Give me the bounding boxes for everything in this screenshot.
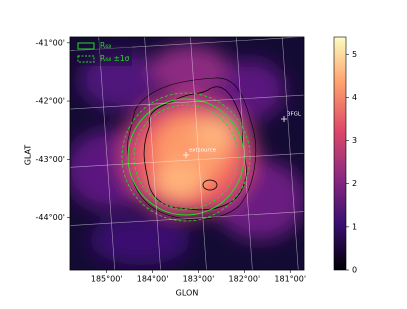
frame: [69, 36, 305, 271]
colorbar: [333, 36, 347, 271]
x-axis-label: GLON: [176, 289, 199, 298]
y-tick-label: -44°00': [36, 213, 65, 222]
source-marker: [281, 116, 287, 122]
sky-image: [70, 37, 304, 270]
x-tick-label: 182°00': [229, 275, 261, 284]
r68-band: [121, 92, 251, 222]
colorbar-tick-label: 4: [352, 93, 357, 102]
grid-line: [144, 37, 161, 270]
x-tick-label: 185°00': [91, 275, 123, 284]
contour: [202, 179, 218, 191]
contour: [127, 77, 257, 220]
grid-line: [236, 37, 253, 270]
colorbar-tick-label: 3: [352, 136, 357, 145]
grid-line: [70, 94, 304, 110]
legend-swatch: [77, 42, 95, 50]
y-tick-label: -42°00': [36, 97, 65, 106]
grid-line: [190, 37, 207, 270]
x-tick-label: 183°00': [183, 275, 215, 284]
colorbar-tick-label: 1: [352, 222, 357, 231]
legend-label: R₆₈ ±1σ: [100, 54, 130, 63]
y-axis-label: GLAT: [24, 145, 33, 166]
grid-line: [70, 211, 304, 226]
y-tick-label: -41°00': [36, 38, 65, 47]
x-tick-label: 184°00': [137, 275, 169, 284]
source-label: 3FGL: [287, 112, 302, 118]
legend-label: R₆₈: [100, 41, 111, 50]
colorbar-tick-label: 5: [352, 50, 357, 59]
grid-line: [98, 37, 116, 270]
colorbar-tick-label: 0: [352, 266, 357, 275]
grid-line: [70, 153, 304, 168]
grid-line: [281, 37, 299, 270]
grid-line: [70, 37, 304, 52]
legend-swatch: [77, 55, 95, 63]
x-tick-label: 181°00': [274, 275, 306, 284]
y-tick-label: -43°00': [36, 155, 65, 164]
source-label: extsource: [189, 148, 217, 154]
source-marker: [183, 152, 189, 158]
colorbar-tick-label: 2: [352, 179, 357, 188]
